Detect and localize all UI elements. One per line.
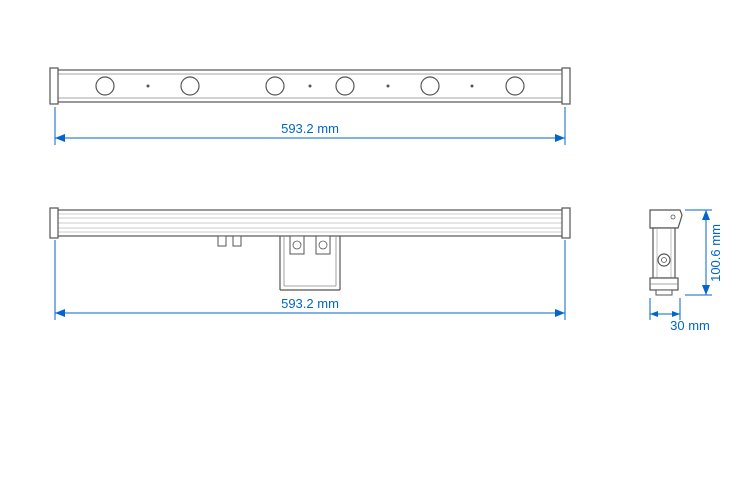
technical-drawing: 593.2 mm [0, 0, 750, 500]
dimension-width-1: 593.2 mm [55, 107, 565, 145]
front-view [50, 68, 570, 104]
dimension-depth: 30 mm [650, 298, 710, 333]
top-view [50, 208, 570, 290]
dimension-height: 100.6 mm [685, 210, 723, 295]
width-label-2: 593.2 mm [281, 296, 339, 311]
width-label-1: 593.2 mm [281, 121, 339, 136]
height-label: 100.6 mm [708, 224, 723, 282]
side-view [650, 210, 682, 295]
depth-label: 30 mm [670, 318, 710, 333]
dimension-width-2: 593.2 mm [55, 240, 565, 320]
mounting-bracket [280, 236, 340, 290]
